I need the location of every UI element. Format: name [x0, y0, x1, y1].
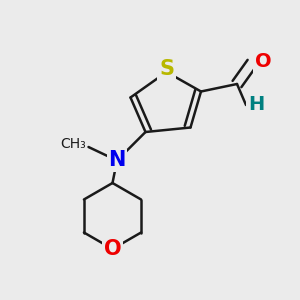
Text: S: S [159, 59, 174, 79]
Text: CH₃: CH₃ [60, 137, 86, 151]
Text: O: O [255, 52, 272, 71]
Text: O: O [104, 239, 121, 259]
Text: N: N [108, 151, 126, 170]
Text: H: H [248, 95, 265, 115]
